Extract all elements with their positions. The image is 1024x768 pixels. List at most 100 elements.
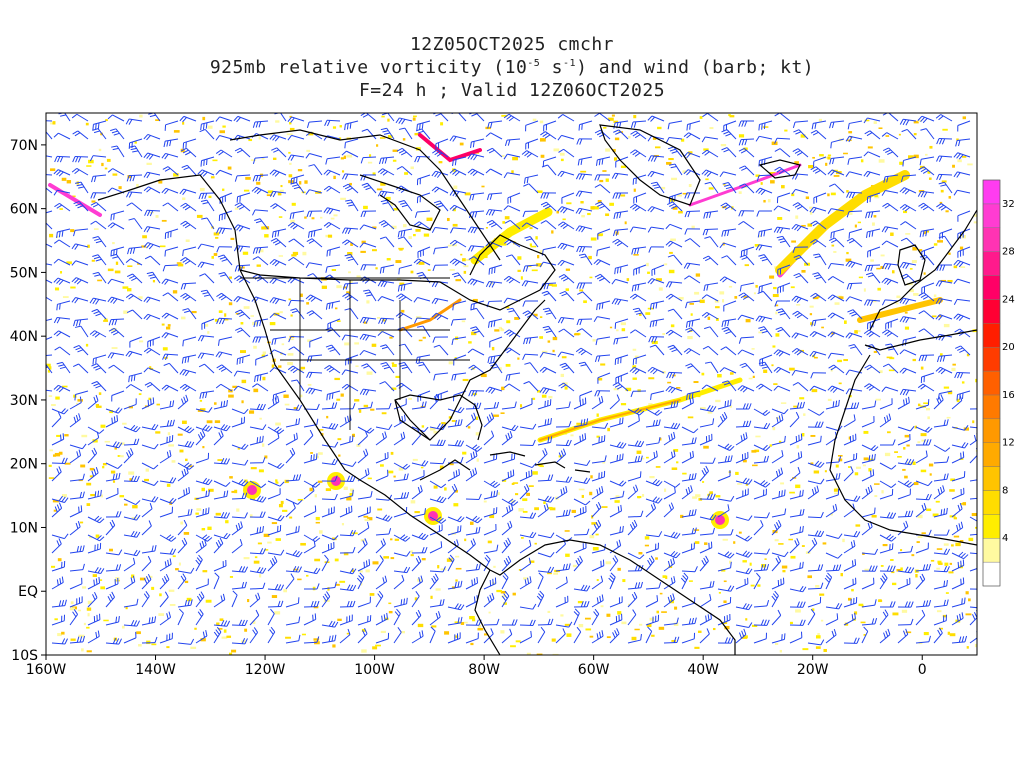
lon-tick-label: 120W xyxy=(245,662,286,678)
wind-barb xyxy=(143,242,161,250)
wind-barb xyxy=(506,307,521,320)
vorticity-cell xyxy=(814,356,818,359)
vorticity-cell xyxy=(415,229,421,232)
vorticity-cell xyxy=(701,372,705,376)
coastlines xyxy=(97,124,977,655)
vorticity-cell xyxy=(253,388,259,393)
wind-barb xyxy=(359,242,377,248)
vorticity-cell xyxy=(552,349,555,353)
wind-barb xyxy=(897,601,914,608)
vorticity-cell xyxy=(333,175,336,180)
wind-barb xyxy=(501,503,514,518)
wind-barb xyxy=(609,417,624,428)
wind-barb xyxy=(933,444,951,452)
wind-barb xyxy=(755,383,773,392)
vorticity-cell xyxy=(589,635,594,638)
wind-barb xyxy=(705,361,719,374)
wind-barb xyxy=(107,222,125,230)
wind-barb xyxy=(159,477,177,484)
vorticity-cell xyxy=(581,214,585,218)
wind-barb xyxy=(828,364,845,374)
vorticity-cell xyxy=(241,379,247,384)
vorticity-cell xyxy=(180,316,186,320)
vorticity-cell xyxy=(202,116,206,121)
wind-barb xyxy=(51,638,68,645)
wind-barb xyxy=(303,429,314,446)
vorticity-cell xyxy=(371,343,377,347)
wind-barb xyxy=(830,228,845,239)
vorticity-cell xyxy=(171,460,176,463)
wind-barb xyxy=(74,181,89,194)
wind-barb xyxy=(609,394,620,410)
vorticity-cell xyxy=(204,323,209,327)
vorticity-cell xyxy=(913,293,919,296)
wind-barb xyxy=(107,278,125,285)
title-exp-1: -5 xyxy=(527,58,541,69)
wind-barb xyxy=(667,308,683,320)
wind-barb xyxy=(51,614,65,626)
vorticity-cell xyxy=(793,405,798,408)
wind-barb xyxy=(613,210,629,220)
vorticity-cell xyxy=(131,517,137,520)
wind-barb xyxy=(665,329,683,338)
vorticity-cell xyxy=(151,586,155,590)
wind-barb xyxy=(339,402,356,410)
vorticity-cell xyxy=(453,503,459,507)
wind-barb xyxy=(951,442,969,449)
vorticity-cell xyxy=(932,513,939,517)
wind-barb xyxy=(164,120,179,131)
wind-barb xyxy=(739,282,755,292)
wind-barb xyxy=(271,147,287,158)
vorticity-cell xyxy=(327,234,333,238)
vorticity-cell xyxy=(122,422,127,425)
wind-barb xyxy=(141,423,159,431)
vorticity-cell xyxy=(823,156,829,159)
vorticity-cell xyxy=(512,156,518,161)
vorticity-cell xyxy=(427,269,431,271)
wind-barb xyxy=(578,253,593,266)
vorticity-cell xyxy=(870,259,874,262)
vorticity-cell xyxy=(514,317,520,320)
vorticity-cell xyxy=(662,333,666,336)
vorticity-cell xyxy=(809,206,813,209)
wind-barb xyxy=(107,296,125,304)
vorticity-cell xyxy=(898,133,901,136)
wind-barb xyxy=(180,202,197,212)
wind-barb xyxy=(555,401,571,410)
wind-barb xyxy=(51,576,64,590)
wind-barb xyxy=(541,290,557,302)
vorticity-cell xyxy=(393,475,396,478)
vorticity-cell xyxy=(502,221,506,224)
wind-barb xyxy=(647,226,665,233)
wind-barb xyxy=(465,412,477,428)
wind-barb xyxy=(879,534,897,542)
wind-barb xyxy=(681,396,694,410)
wind-barb xyxy=(380,127,395,140)
wind-barb xyxy=(252,383,269,392)
wind-barb xyxy=(555,621,573,628)
wind-barb xyxy=(577,291,593,302)
wind-barb xyxy=(824,572,833,590)
wind-barb xyxy=(91,308,107,320)
vorticity-cell xyxy=(912,461,916,465)
wind-barb xyxy=(249,424,267,431)
wind-barb xyxy=(881,190,899,196)
wind-barb xyxy=(576,318,593,326)
vorticity-cell xyxy=(521,537,524,539)
wind-barb xyxy=(739,362,755,374)
wind-barb xyxy=(110,128,125,140)
vorticity-cell xyxy=(354,342,360,345)
vorticity-cell xyxy=(334,377,340,381)
vorticity-cell xyxy=(446,558,453,562)
wind-barb xyxy=(632,307,647,320)
vorticity-cell xyxy=(346,291,351,295)
wind-barb xyxy=(699,541,713,554)
vorticity-cell xyxy=(60,271,63,274)
wind-barb xyxy=(861,453,876,464)
wind-barb xyxy=(269,277,287,285)
wind-barb xyxy=(249,495,267,503)
wind-barb xyxy=(843,466,854,482)
vorticity-cell xyxy=(114,270,121,274)
wind-barb xyxy=(195,452,210,464)
wind-barb xyxy=(411,575,424,590)
